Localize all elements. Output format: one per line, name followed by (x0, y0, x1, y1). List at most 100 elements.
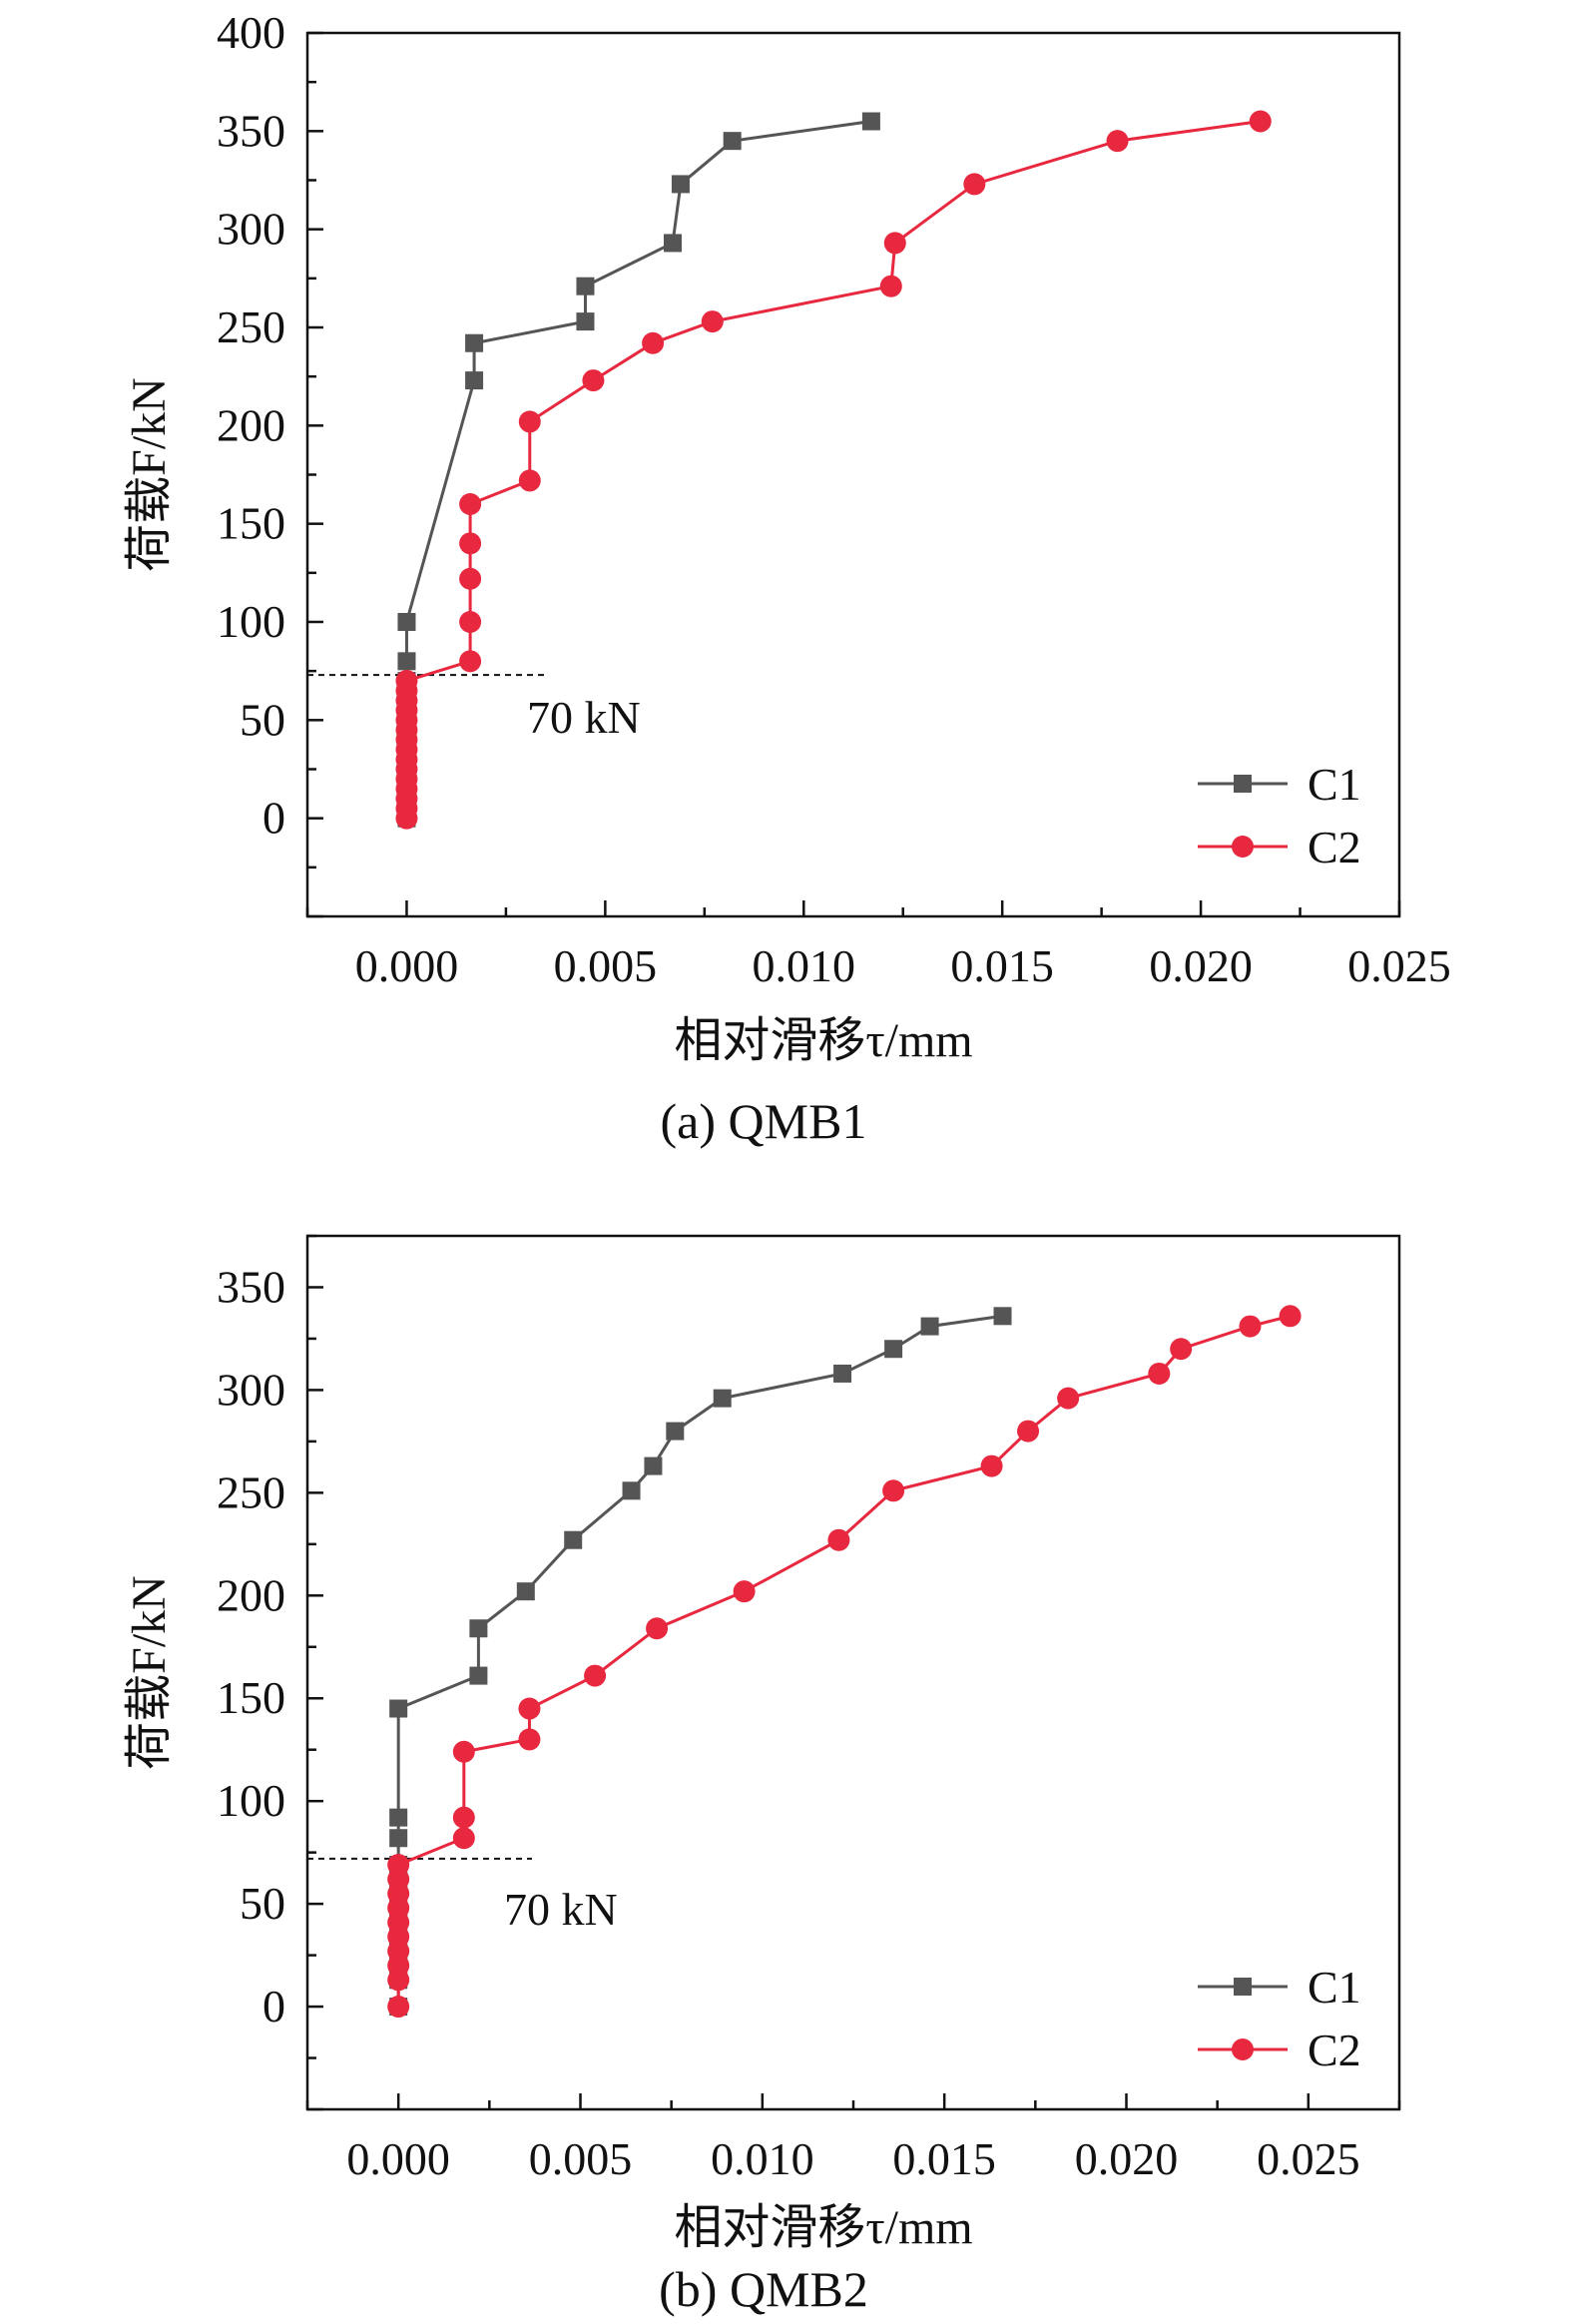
x-axis-title: 相对滑移τ/mm (674, 1014, 972, 1067)
data-point-C2 (1279, 1305, 1302, 1328)
data-point-C1 (861, 112, 880, 131)
data-point-C2 (459, 611, 482, 633)
y-tick-label: 250 (217, 1466, 285, 1517)
data-point-C2 (882, 1479, 905, 1502)
data-point-C1 (713, 1389, 732, 1408)
y-tick-label: 100 (217, 596, 285, 647)
data-point-C2 (387, 1996, 410, 2019)
y-tick-label: 100 (217, 1775, 285, 1826)
legend-marker-C2 (1232, 836, 1254, 858)
y-tick-label: 50 (240, 694, 285, 745)
data-point-C1 (671, 175, 690, 194)
legend-label-C1: C1 (1308, 759, 1361, 810)
y-tick-label: 200 (217, 399, 285, 450)
data-point-C2 (1057, 1387, 1080, 1410)
annotation-70kn: 70 kN (527, 692, 641, 743)
data-point-C1 (397, 652, 416, 671)
data-point-C1 (833, 1364, 852, 1383)
panel-a: 0 50 100 150 200 250 300 350 400 0.000 0.005 0.010 0… (123, 7, 1451, 1149)
y-tick-label: 150 (217, 498, 285, 549)
legend-label-C2: C2 (1308, 2025, 1361, 2075)
data-point-C1 (622, 1481, 641, 1500)
panel-caption: (a) QMB1 (661, 1093, 867, 1149)
y-tick-label: 350 (217, 105, 285, 156)
data-point-C1 (884, 1340, 903, 1359)
y-tick-label: 250 (217, 301, 285, 352)
data-point-C2 (387, 1854, 410, 1876)
legend-label-C2: C2 (1308, 822, 1361, 872)
data-point-C2 (883, 232, 906, 255)
data-point-C2 (518, 1697, 541, 1720)
y-tick-label: 300 (217, 1364, 285, 1415)
data-point-C1 (723, 132, 742, 151)
series-line-C1 (396, 1314, 1003, 2008)
x-axis-title: 相对滑移τ/mm (674, 2201, 972, 2254)
y-axis-title: 荷载F/kN (123, 1575, 176, 1770)
annotation-70kn: 70 kN (504, 1884, 618, 1935)
data-point-C2 (452, 1827, 475, 1850)
x-tick-label: 0.000 (355, 940, 459, 991)
data-point-C1 (469, 1619, 488, 1638)
data-point-C1 (389, 1699, 408, 1718)
y-tick-label: 50 (240, 1878, 285, 1929)
y-axis-title: 荷载F/kN (123, 377, 176, 572)
x-tick-label: 0.025 (1347, 940, 1451, 991)
data-point-C2 (518, 410, 541, 433)
data-point-C1 (465, 371, 484, 390)
x-tick-label: 0.005 (554, 940, 658, 991)
x-tick-label: 0.010 (753, 940, 856, 991)
y-tick-label: 150 (217, 1672, 285, 1723)
legend-marker-C1 (1234, 1978, 1252, 1996)
data-point-C2 (518, 469, 541, 492)
data-point-C2 (459, 493, 482, 515)
data-point-C1 (469, 1666, 488, 1685)
data-point-C1 (576, 312, 595, 331)
data-point-C2 (1017, 1420, 1040, 1443)
y-tick-label: 300 (217, 204, 285, 255)
x-tick-label: 0.020 (1075, 2133, 1179, 2184)
legend-marker-C2 (1232, 2038, 1254, 2060)
data-point-C2 (459, 532, 482, 555)
y-tick-label: 0 (262, 1981, 285, 2032)
data-point-C1 (389, 1808, 408, 1827)
data-point-C2 (452, 1806, 475, 1829)
y-tick-label: 200 (217, 1569, 285, 1620)
data-point-C2 (459, 650, 482, 673)
data-point-C2 (1249, 110, 1272, 133)
data-point-C2 (963, 173, 986, 196)
data-point-C2 (584, 1664, 607, 1687)
x-tick-label: 0.015 (892, 2133, 996, 2184)
x-tick-label: 0.000 (346, 2133, 450, 2184)
legend-label-C1: C1 (1308, 1962, 1361, 2013)
data-point-C2 (980, 1454, 1003, 1477)
data-point-C1 (397, 613, 416, 631)
data-point-C2 (733, 1580, 756, 1603)
x-tick-label: 0.005 (529, 2133, 633, 2184)
data-point-C2 (879, 275, 902, 297)
y-tick-label: 0 (262, 793, 285, 844)
data-point-C1 (576, 277, 595, 295)
y-tick-label: 350 (217, 1261, 285, 1312)
data-point-C2 (646, 1617, 669, 1640)
data-point-C2 (518, 1728, 541, 1751)
data-point-C1 (516, 1582, 535, 1601)
data-point-C2 (701, 310, 724, 333)
data-point-C1 (564, 1530, 583, 1549)
x-tick-label: 0.010 (711, 2133, 814, 2184)
x-tick-label: 0.020 (1149, 940, 1253, 991)
data-point-C2 (395, 670, 418, 692)
data-point-C2 (582, 369, 605, 392)
panel-caption: (b) QMB2 (659, 2261, 868, 2317)
data-point-C1 (920, 1317, 939, 1336)
data-point-C2 (452, 1740, 475, 1763)
data-point-C1 (389, 1829, 408, 1848)
x-tick-label: 0.025 (1257, 2133, 1360, 2184)
data-point-C1 (663, 234, 682, 253)
data-point-C2 (1106, 130, 1129, 153)
panel-b: 0 50 100 150 200 250 300 350 0.000 0.005 0.010 0.01… (123, 1234, 1401, 2317)
data-point-C2 (1170, 1338, 1193, 1361)
data-point-C2 (459, 567, 482, 590)
legend-marker-C1 (1234, 775, 1252, 793)
